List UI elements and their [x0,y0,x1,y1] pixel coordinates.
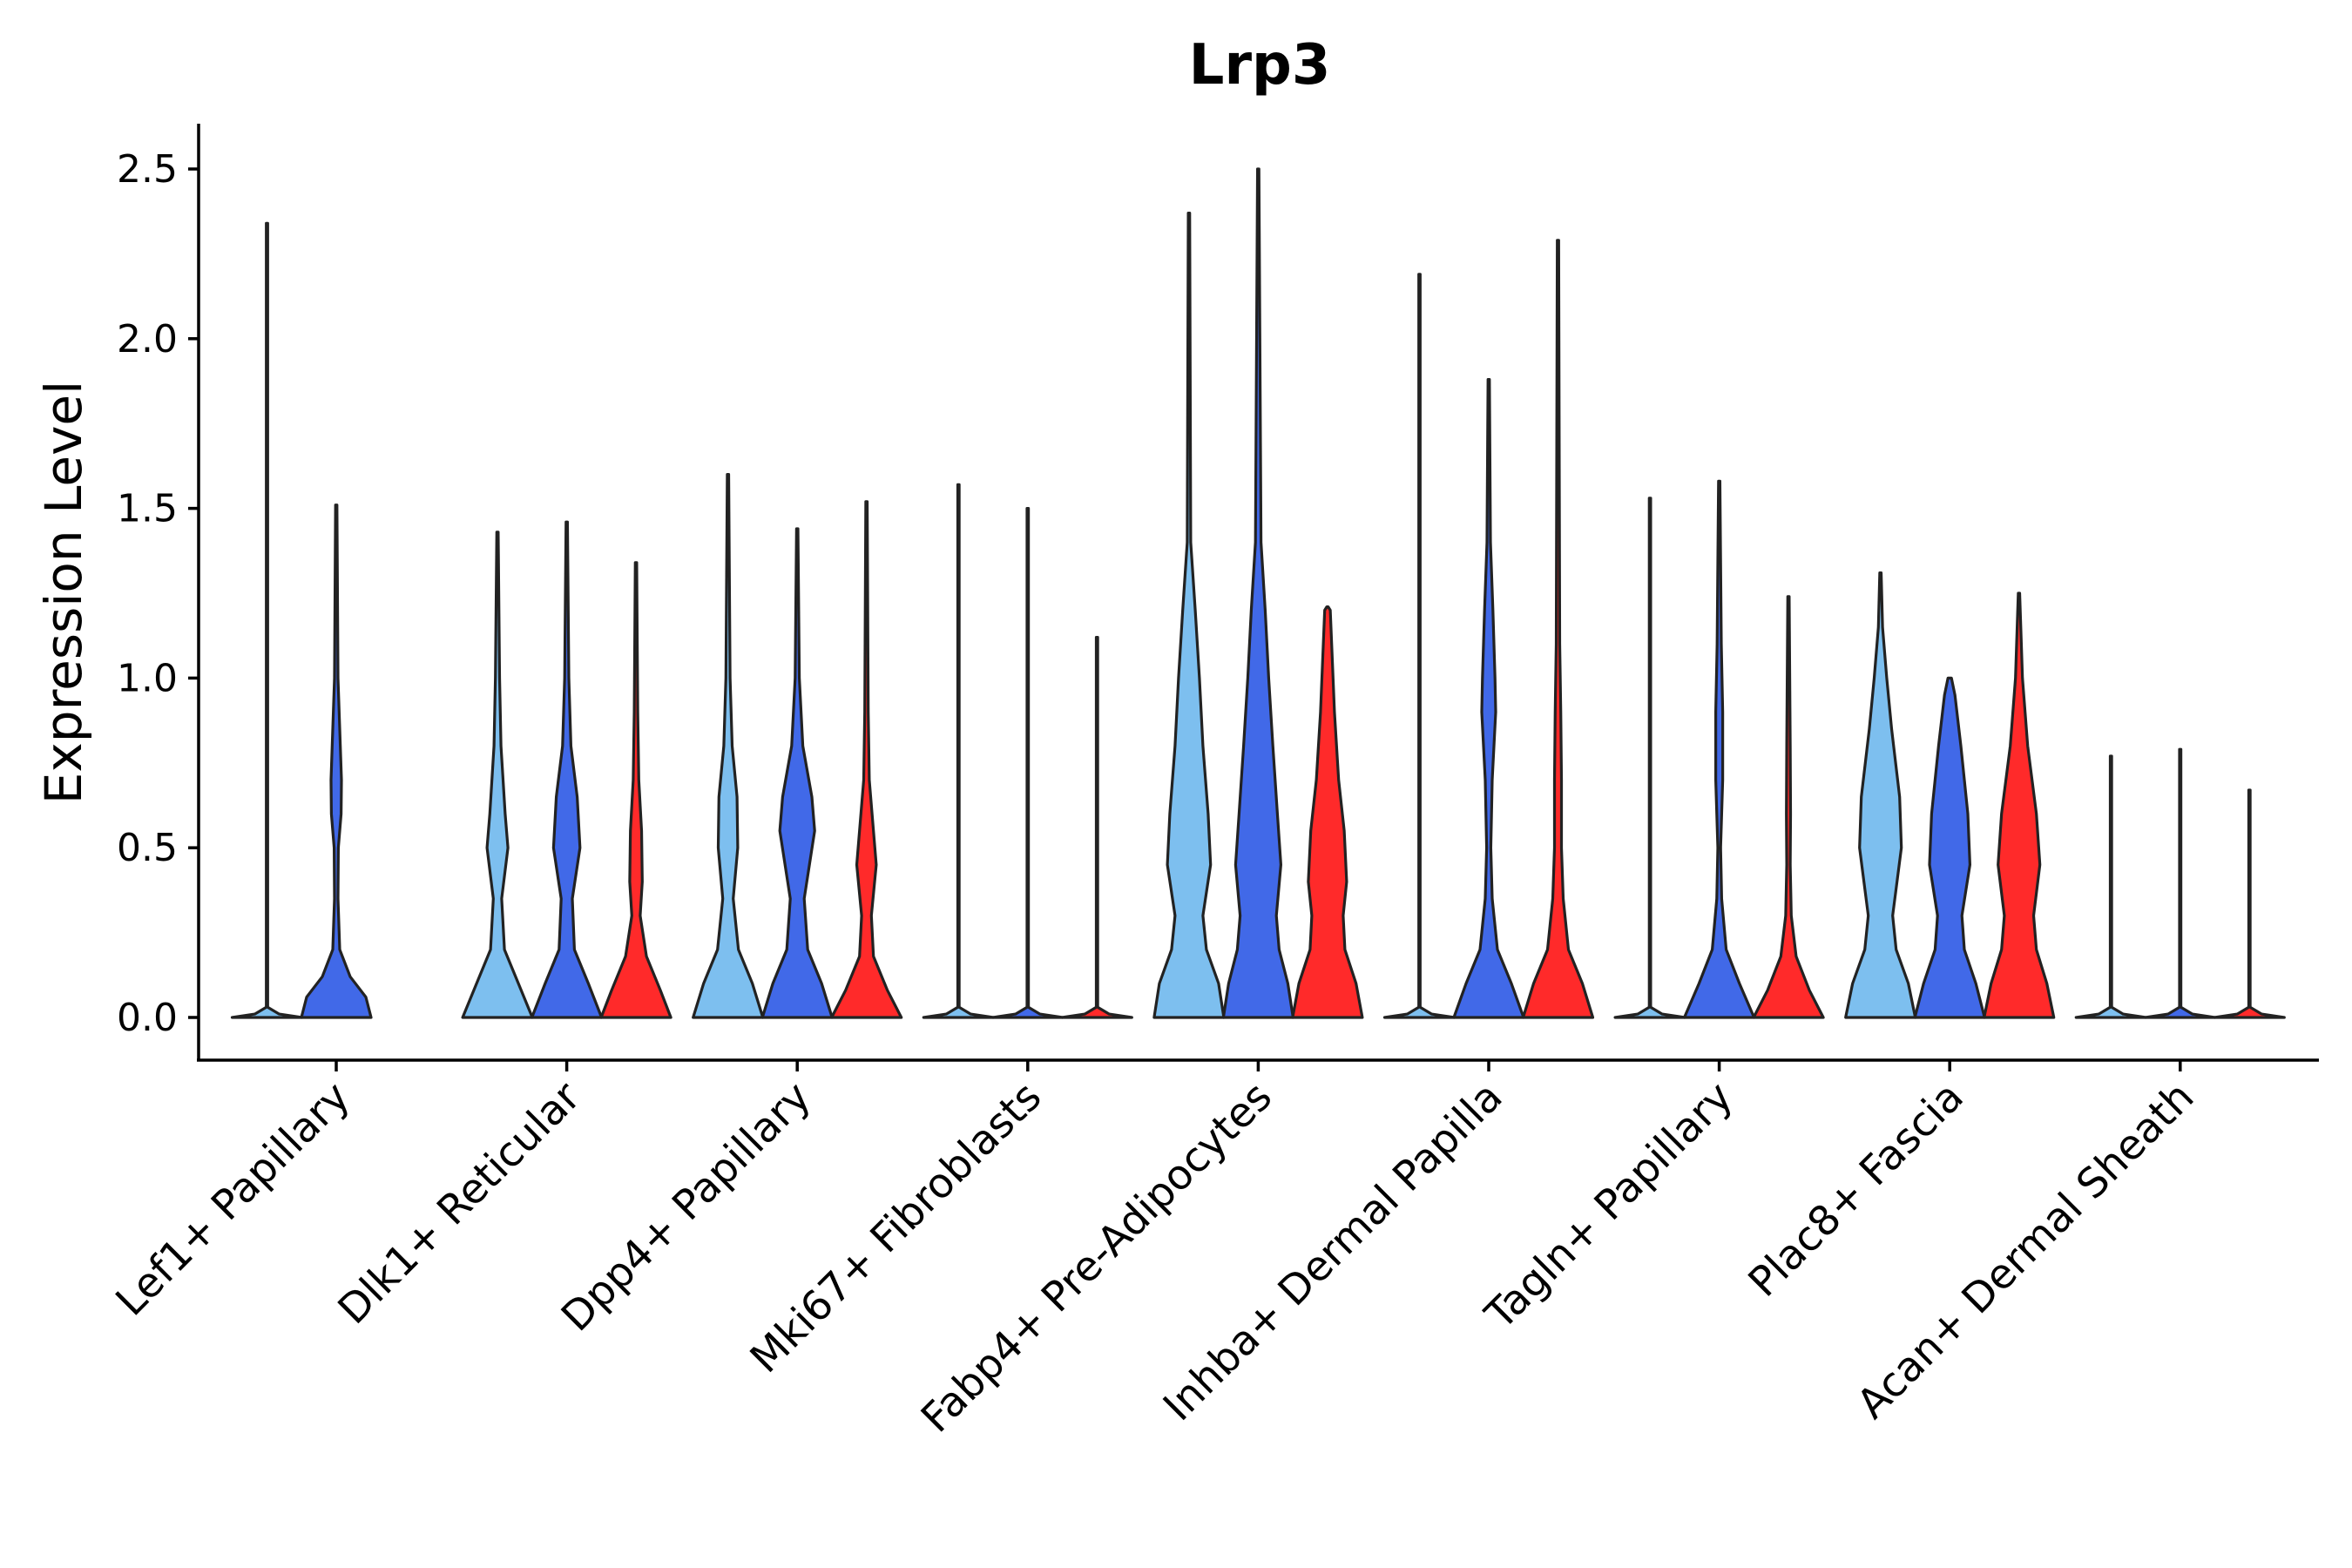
violin-1-9 [2074,754,2147,1019]
violin-2-1 [300,504,373,1019]
x-tick-label: Plac8+ Fascia [1740,1073,1973,1307]
x-tick-label: Lef1+ Papillary [107,1073,360,1326]
violin-2-5 [1221,167,1294,1019]
violin-2-2 [531,520,604,1019]
violin-1-1 [230,221,304,1019]
violin-1-7 [1613,497,1686,1019]
violin-2-4 [991,507,1064,1019]
violin-3-3 [830,500,903,1019]
violin-3-5 [1291,605,1364,1019]
y-tick-label: 2.5 [117,147,178,192]
x-tick-label: Dlk1+ Reticular [329,1072,591,1334]
violin-1-3 [692,473,765,1019]
violin-2-3 [760,527,834,1019]
violin-3-4 [1060,636,1133,1019]
violin-3-6 [1521,239,1595,1019]
violin-3-2 [599,561,672,1019]
y-tick-label: 1.0 [117,656,178,700]
violin-2-7 [1683,479,1756,1019]
y-tick-label: 0.0 [117,996,178,1040]
y-axis-ticks: 0.0 0.5 1.0 1.5 2.0 2.5 [117,147,199,1040]
violin-2-9 [2144,747,2217,1019]
x-tick-label: Tagln+ Papillary [1476,1073,1742,1340]
violin-layer [230,167,2286,1019]
chart-title: Lrp3 [1189,33,1331,98]
violin-2-8 [1913,676,1986,1019]
violin-3-8 [1983,591,2056,1019]
y-tick-label: 0.5 [117,826,178,870]
violin-1-5 [1152,212,1226,1019]
x-tick-label: Dpp4+ Papillary [552,1073,821,1342]
y-axis-label: Expression Level [34,381,93,804]
violin-3-7 [1752,595,1825,1019]
y-tick-label: 2.0 [117,317,178,362]
violin-1-4 [922,483,995,1019]
violin-1-8 [1844,571,1917,1019]
y-tick-label: 1.5 [117,487,178,531]
violin-1-6 [1382,273,1456,1019]
violin-1-2 [461,531,534,1019]
violin-3-9 [2213,788,2286,1019]
violin-2-6 [1452,378,1525,1019]
